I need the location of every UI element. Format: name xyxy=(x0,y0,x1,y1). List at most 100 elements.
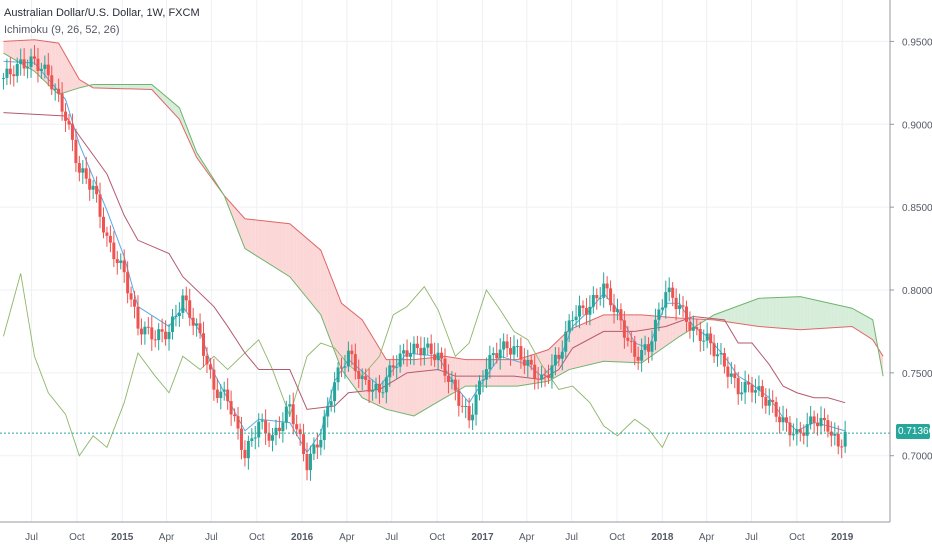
cloud-segment xyxy=(289,223,294,281)
candle-body xyxy=(798,429,802,433)
chikou-span-line xyxy=(3,273,670,457)
cloud-segment xyxy=(779,297,784,329)
candle-body xyxy=(436,352,440,361)
candle-body xyxy=(277,427,281,432)
cloud-segment xyxy=(182,116,187,135)
candle-body xyxy=(312,444,316,454)
candle-body xyxy=(598,297,602,299)
cloud-segment xyxy=(827,302,832,329)
candle-body xyxy=(202,333,206,356)
candle-body xyxy=(322,416,326,440)
cloud-segment xyxy=(469,359,473,387)
candle-body xyxy=(350,350,354,355)
indicator-label[interactable]: Ichimoku (9, 26, 52, 26) xyxy=(4,24,120,36)
cloud-segment xyxy=(293,226,297,286)
cloud-segment xyxy=(427,357,432,408)
candle-body xyxy=(415,343,419,348)
cloud-segment xyxy=(800,296,804,330)
cloud-segment xyxy=(865,315,870,338)
candle-body xyxy=(15,64,19,77)
cloud-segment xyxy=(569,328,573,370)
candle-body xyxy=(495,353,499,359)
candle-body xyxy=(112,242,116,260)
candle-body xyxy=(333,382,337,402)
candle-body xyxy=(250,438,254,442)
cloud-segment xyxy=(175,104,180,120)
cloud-segment xyxy=(196,152,201,163)
candle-body xyxy=(647,344,651,352)
candle-body xyxy=(722,353,726,367)
candle-body xyxy=(391,365,395,368)
candle-body xyxy=(843,431,847,447)
candle-body xyxy=(522,359,526,366)
candle-body xyxy=(795,429,799,435)
candle-body xyxy=(84,168,88,179)
cloud-segment xyxy=(745,302,749,325)
candle-body xyxy=(443,358,447,376)
candle-body xyxy=(129,293,133,300)
candle-body xyxy=(308,453,312,471)
candle-body xyxy=(695,327,699,330)
cloud-segment xyxy=(614,314,618,362)
candle-body xyxy=(402,350,406,354)
candle-body xyxy=(457,390,461,406)
candle-body xyxy=(12,74,16,77)
cloud-segment xyxy=(734,305,739,324)
cloud-segment xyxy=(413,359,418,416)
candle-body xyxy=(605,283,609,289)
candle-body xyxy=(698,329,702,342)
cloud-segment xyxy=(279,222,283,273)
cloud-segment xyxy=(258,220,263,260)
cloud-segment xyxy=(472,359,477,387)
cloud-segment xyxy=(55,42,59,95)
candle-body xyxy=(829,431,833,436)
candle-body xyxy=(567,320,571,332)
cloud-segment xyxy=(555,339,559,378)
cloud-segment xyxy=(144,84,149,90)
candle-body xyxy=(405,350,409,357)
candle-body xyxy=(622,320,626,338)
cloud-segment xyxy=(869,317,873,340)
candle-body xyxy=(426,343,430,348)
cloud-segment xyxy=(765,297,770,328)
cloud-segment xyxy=(838,305,842,328)
candle-body xyxy=(302,434,306,455)
chart-header: Australian Dollar/U.S. Dollar, 1W, FXCM … xyxy=(4,5,200,39)
candle-body xyxy=(505,341,509,349)
cloud-segment xyxy=(113,84,118,89)
x-tick-label: Jul xyxy=(385,532,398,543)
candle-body xyxy=(653,319,657,342)
candle-body xyxy=(719,353,723,355)
candle-body xyxy=(481,379,485,381)
senkou-span-a-line xyxy=(3,52,884,417)
candle-body xyxy=(450,379,454,382)
candle-body xyxy=(464,406,468,408)
candle-body xyxy=(615,309,619,313)
candle-body xyxy=(588,306,592,315)
candle-body xyxy=(788,422,792,436)
candle-body xyxy=(822,417,826,421)
candle-body xyxy=(540,374,544,380)
candle-body xyxy=(291,404,295,425)
cloud-segment xyxy=(179,107,183,127)
cloud-segment xyxy=(576,325,580,368)
candle-body xyxy=(108,235,112,243)
candle-body xyxy=(840,446,844,448)
candle-body xyxy=(809,416,813,425)
cloud-segment xyxy=(358,317,363,398)
cloud-segment xyxy=(679,318,684,337)
cloud-segment xyxy=(10,40,14,60)
cloud-segment xyxy=(124,84,128,89)
candle-body xyxy=(70,124,74,140)
y-tick-label: 0.70000 xyxy=(902,452,932,463)
cloud-segment xyxy=(403,359,408,415)
candle-body xyxy=(167,331,171,340)
candle-body xyxy=(1,77,5,79)
candle-body xyxy=(467,406,471,421)
cloud-segment xyxy=(72,67,76,91)
candle-body xyxy=(726,366,730,377)
candle-body xyxy=(757,386,761,391)
candle-body xyxy=(371,390,375,392)
candle-body xyxy=(429,343,433,355)
